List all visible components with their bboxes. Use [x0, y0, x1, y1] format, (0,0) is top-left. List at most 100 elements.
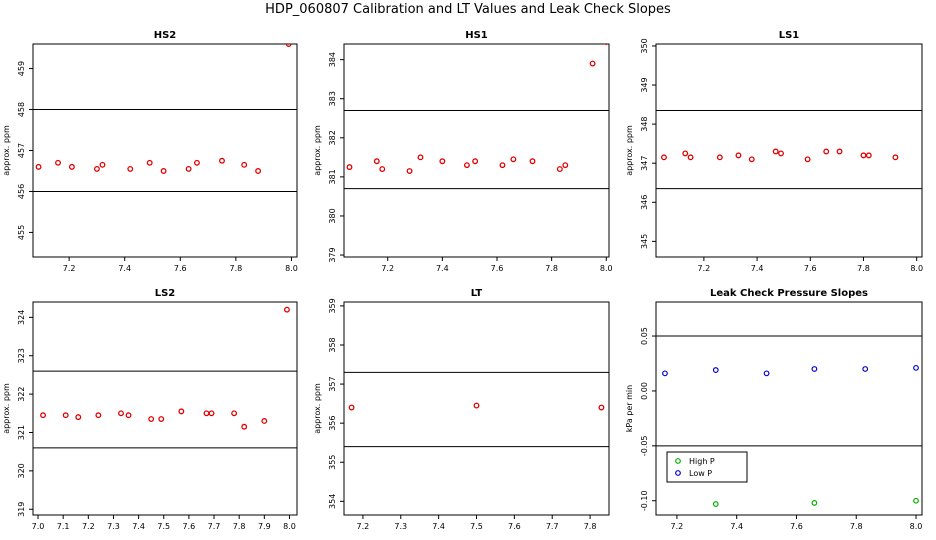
high-p-point	[811, 500, 818, 506]
x-tick-label: 7.4	[118, 264, 131, 273]
data-point	[285, 44, 292, 47]
low-p-point	[662, 370, 668, 377]
panel-title: LS2	[155, 288, 176, 299]
data-point	[203, 410, 210, 417]
x-tick-label: 7.8	[857, 264, 870, 273]
legend: High P Low P	[666, 451, 748, 483]
x-tick-label: 7.2	[63, 264, 76, 273]
data-point	[373, 158, 380, 165]
x-tick-label: 7.8	[233, 522, 246, 531]
data-point	[348, 404, 355, 411]
legend-entry: High P	[689, 457, 715, 466]
y-tick-label: 354	[328, 494, 337, 509]
x-tick-label: 7.4	[132, 522, 145, 531]
y-tick-label: 358	[328, 337, 337, 352]
y-tick-label: 379	[328, 247, 337, 262]
panel-title: HS1	[465, 30, 488, 41]
x-tick-label: 8.0	[285, 264, 298, 273]
x-tick-label: 7.2	[381, 264, 394, 273]
x-tick-label: 8.0	[910, 264, 923, 273]
y-tick-label: 382	[328, 130, 337, 145]
plot-frame	[655, 301, 923, 516]
y-axis-label: kPa per min	[625, 385, 634, 432]
data-point	[562, 162, 569, 169]
x-tick-label: 7.6	[790, 522, 803, 531]
y-tick-label: 381	[328, 169, 337, 184]
y-tick-label: 359	[328, 298, 337, 313]
data-point	[439, 158, 446, 165]
data-point	[472, 158, 479, 165]
data-point	[772, 148, 779, 155]
x-tick-label: 7.6	[183, 522, 196, 531]
legend-box	[666, 451, 748, 483]
panel-title: LS1	[779, 30, 800, 41]
x-tick-label: 7.5	[157, 522, 170, 531]
y-tick-label: 321	[17, 425, 26, 440]
x-tick-label: 7.3	[107, 522, 120, 531]
panel-title: LT	[471, 288, 483, 299]
x-tick-label: 7.1	[57, 522, 70, 531]
data-point	[735, 152, 742, 159]
data-point	[241, 423, 248, 430]
data-point	[55, 159, 61, 166]
y-tick-label: -0.05	[640, 435, 649, 456]
data-point	[661, 154, 667, 161]
data-point	[208, 410, 215, 417]
plot-area	[33, 44, 297, 192]
x-tick-label: 7.8	[850, 522, 863, 531]
y-tick-label: 0.05	[640, 327, 649, 345]
data-point	[146, 159, 153, 166]
legend-high-p-marker	[675, 458, 681, 464]
data-point	[589, 60, 596, 67]
x-tick-label: 7.4	[436, 264, 449, 273]
data-point	[99, 161, 106, 168]
plot-area	[344, 371, 609, 448]
data-point	[261, 418, 268, 424]
data-point	[68, 163, 75, 170]
y-tick-label: 457	[17, 143, 26, 158]
data-point	[160, 168, 167, 174]
x-tick-label: 7.8	[545, 264, 558, 273]
x-tick-label: 7.2	[357, 522, 370, 531]
data-point	[598, 404, 605, 411]
data-point	[283, 306, 290, 313]
panel-title: Leak Check Pressure Slopes	[710, 288, 868, 299]
y-tick-label: 350	[640, 38, 649, 53]
y-tick-label: 355	[328, 455, 337, 470]
x-tick-label: 7.8	[584, 522, 597, 531]
x-tick-label: 7.2	[671, 522, 684, 531]
y-tick-label: 380	[328, 208, 337, 223]
chart-panel-2: HS1 approx. ppm 7.2 7.4 7.6 7.8 8.0 379 380 381 38…	[313, 30, 613, 273]
x-tick-label: 8.0	[283, 522, 296, 531]
main-title: HDP_060807 Calibration and LT Values and…	[265, 2, 671, 17]
data-point	[93, 165, 100, 172]
data-point	[178, 408, 185, 415]
data-point	[346, 164, 353, 171]
y-axis-label: approx. ppm	[625, 125, 634, 176]
data-point	[604, 44, 609, 45]
low-p-point	[712, 367, 719, 373]
x-tick-label: 7.6	[491, 264, 504, 273]
data-point	[219, 157, 225, 164]
data-point	[865, 152, 872, 159]
data-point	[62, 412, 69, 419]
plot-frame	[32, 43, 298, 258]
panel-title: HS2	[154, 30, 177, 41]
y-tick-label: 357	[328, 376, 337, 391]
y-tick-label: 319	[17, 502, 26, 517]
y-tick-label: -0.10	[640, 490, 649, 511]
data-point	[125, 412, 132, 419]
plot-area	[344, 44, 609, 190]
y-tick-label: 348	[640, 116, 649, 131]
data-point	[35, 163, 42, 170]
legend-low-p-marker	[675, 470, 681, 476]
data-point	[860, 152, 867, 159]
y-axis-label: approx. ppm	[313, 383, 322, 434]
data-point	[778, 150, 784, 157]
data-point	[716, 154, 723, 161]
data-point	[463, 162, 470, 169]
low-p-point	[811, 366, 818, 372]
y-tick-label: 346	[640, 195, 649, 210]
x-tick-label: 7.5	[470, 522, 483, 531]
y-tick-label: 320	[17, 463, 26, 478]
